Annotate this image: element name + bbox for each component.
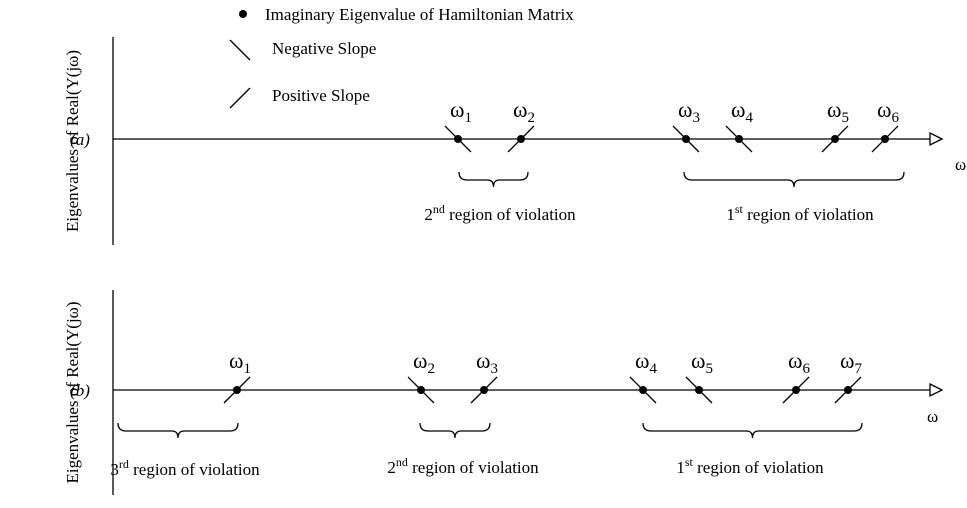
region-brace: [419, 422, 491, 439]
y-axis-label: Eigenvalues of Real(Y(jω): [63, 301, 82, 483]
eigenvalue-point: [735, 135, 743, 143]
omega: ω: [678, 97, 692, 122]
region-label: 1st region of violation: [676, 455, 824, 477]
omega: ω: [229, 348, 243, 373]
eigenvalue-point: [454, 135, 462, 143]
region-text: region of violation: [743, 205, 874, 224]
ordinal-suffix: rd: [119, 457, 129, 471]
point-label: ω5: [827, 97, 849, 126]
point-label: ω5: [691, 348, 713, 377]
panel-label: (b): [70, 381, 90, 400]
eigenvalue-point: [517, 135, 525, 143]
ordinal-suffix: nd: [433, 202, 445, 216]
region-label: 2nd region of violation: [424, 202, 576, 224]
region-label: 3rd region of violation: [110, 457, 260, 479]
subscript: 7: [854, 361, 862, 377]
region-label: 2nd region of violation: [387, 455, 539, 477]
region-text: region of violation: [445, 205, 576, 224]
eigenvalue-point: [844, 386, 852, 394]
point-label: ω1: [450, 97, 472, 126]
point-label: ω1: [229, 348, 251, 377]
axis-arrow: [929, 382, 944, 398]
subscript: 6: [891, 110, 899, 126]
omega: ω: [840, 348, 854, 373]
subscript: 2: [527, 110, 535, 126]
ordinal: 3: [110, 460, 119, 479]
subscript: 2: [427, 361, 435, 377]
eigenvalue-point: [682, 135, 690, 143]
point-label: ω7: [840, 348, 862, 377]
legend-label: Negative Slope: [272, 39, 376, 58]
region-label: 1st region of violation: [726, 202, 874, 224]
omega: ω: [450, 97, 464, 122]
omega: ω: [476, 348, 490, 373]
ordinal-suffix: nd: [396, 455, 408, 469]
omega: ω: [691, 348, 705, 373]
legend-dot: [239, 10, 247, 18]
legend-label: Positive Slope: [272, 86, 370, 105]
region-brace: [642, 422, 863, 439]
subscript: 1: [464, 110, 472, 126]
subscript: 1: [243, 361, 251, 377]
ordinal: 2: [387, 458, 396, 477]
omega: ω: [877, 97, 891, 122]
ordinal-suffix: st: [685, 455, 694, 469]
point-label: ω2: [513, 97, 535, 126]
point-label: ω3: [476, 348, 498, 377]
omega: ω: [635, 348, 649, 373]
panel-label: (a): [70, 130, 90, 149]
eigenvalue-point: [831, 135, 839, 143]
ordinal: 1: [676, 458, 685, 477]
eigenvalue-point: [639, 386, 647, 394]
omega: ω: [731, 97, 745, 122]
legend-label: Imaginary Eigenvalue of Hamiltonian Matr…: [265, 5, 574, 24]
subscript: 3: [490, 361, 498, 377]
x-axis-label: ω: [927, 407, 938, 426]
omega: ω: [827, 97, 841, 122]
subscript: 4: [649, 361, 657, 377]
eigenvalue-point: [792, 386, 800, 394]
subscript: 6: [802, 361, 810, 377]
eigenvalue-point: [480, 386, 488, 394]
omega: ω: [513, 97, 527, 122]
ordinal: 1: [726, 205, 735, 224]
subscript: 5: [841, 110, 849, 126]
x-axis-label: ω: [955, 155, 966, 174]
point-label: ω6: [877, 97, 899, 126]
region-brace: [117, 422, 239, 439]
subscript: 3: [692, 110, 700, 126]
point-label: ω2: [413, 348, 435, 377]
omega: ω: [788, 348, 802, 373]
subscript: 5: [705, 361, 713, 377]
legend-slope: [229, 39, 251, 61]
point-label: ω3: [678, 97, 700, 126]
subscript: 4: [745, 110, 753, 126]
eigenvalue-point: [233, 386, 241, 394]
eigenvalue-point: [695, 386, 703, 394]
point-label: ω4: [635, 348, 657, 377]
axis-arrow: [929, 131, 944, 147]
eigenvalue-point: [881, 135, 889, 143]
legend-slope: [229, 87, 251, 109]
point-label: ω4: [731, 97, 753, 126]
omega: ω: [413, 348, 427, 373]
region-brace: [683, 171, 905, 188]
region-text: region of violation: [408, 458, 539, 477]
eigenvalue-point: [417, 386, 425, 394]
region-text: region of violation: [693, 458, 824, 477]
ordinal-suffix: st: [735, 202, 744, 216]
region-brace: [458, 171, 529, 188]
y-axis-label: Eigenvalues of Real(Y(jω): [63, 50, 82, 232]
ordinal: 2: [424, 205, 433, 224]
point-label: ω6: [788, 348, 810, 377]
region-text: region of violation: [129, 460, 260, 479]
